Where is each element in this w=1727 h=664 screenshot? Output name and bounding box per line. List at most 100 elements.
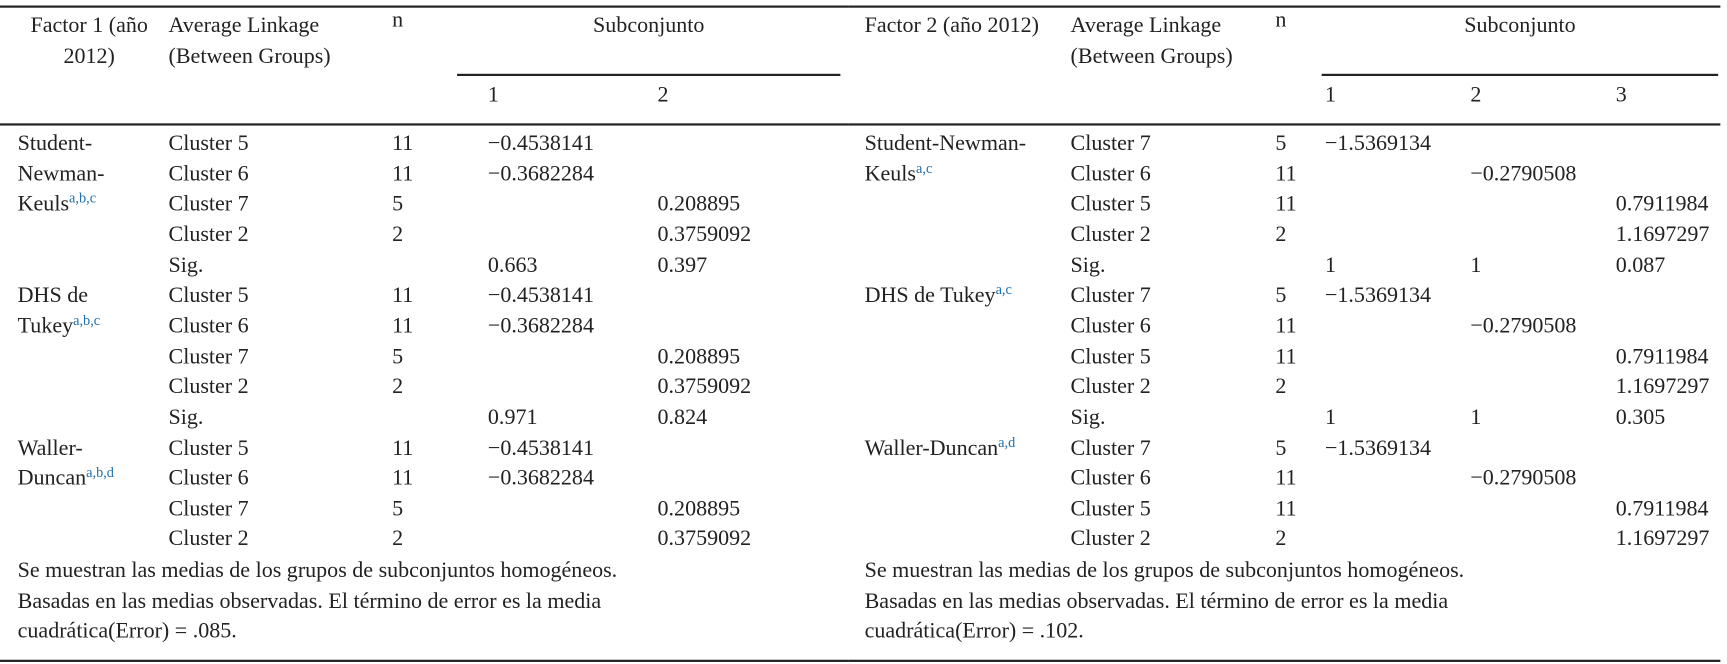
value-cell: 0.3759092	[657, 222, 752, 247]
subset-rule	[1321, 73, 1719, 76]
value-cell: 1.1697297	[1615, 374, 1710, 399]
n-cell: 5	[392, 496, 404, 521]
row-label: Cluster 2	[168, 222, 249, 247]
value-cell: −1.5369134	[1324, 435, 1432, 460]
value-cell: 0.7911984	[1615, 344, 1709, 369]
row-label: Cluster 7	[168, 191, 249, 217]
method-name: Student-Newman-Keuls	[864, 131, 1027, 186]
notes: Se muestran las medias de los grupos de …	[18, 556, 692, 647]
method-footnote: a,c	[995, 281, 1012, 298]
method-cell: Student-Newman-Keulsa,b,c	[18, 129, 161, 220]
subset-column-label: 3	[1615, 82, 1627, 107]
notes: Se muestran las medias de los grupos de …	[865, 556, 1539, 647]
n-cell: 11	[392, 435, 414, 460]
method-footnote: a,b,c	[69, 189, 97, 207]
row-label: Cluster 6	[168, 161, 249, 186]
n-cell: 2	[1275, 526, 1287, 552]
row-label: Cluster 7	[168, 344, 249, 369]
n-cell: 11	[392, 283, 414, 308]
n-cell: 2	[1275, 374, 1287, 399]
header-n: n	[1275, 7, 1287, 32]
header-linkage: Average Linkage (Between Groups)	[1070, 13, 1233, 68]
header-factor: Factor 2 (año 2012)	[864, 13, 1039, 38]
n-cell: 2	[392, 526, 404, 552]
method-name: Waller-Duncan	[864, 435, 999, 460]
value-cell: −0.3682284	[487, 466, 594, 491]
n-cell: 2	[392, 222, 404, 247]
n-cell: 2	[1275, 222, 1287, 247]
row-label: Sig.	[1070, 252, 1106, 278]
header-subset: Subconjunto	[593, 13, 705, 38]
subset-column-label: 2	[1470, 82, 1482, 107]
value-cell: −0.3682284	[487, 161, 594, 186]
header-subset: Subconjunto	[1464, 13, 1576, 38]
row-label: Cluster 7	[1070, 283, 1151, 308]
method-footnote: a,c	[916, 159, 933, 176]
value-cell: 0.3759092	[657, 526, 752, 552]
method-name: Student-Newman-Keuls	[17, 131, 105, 217]
value-cell: 0.208895	[657, 344, 741, 369]
value-cell: −0.4538141	[487, 283, 594, 308]
method-footnote: a,b,d	[86, 463, 114, 481]
n-cell: 5	[1275, 283, 1287, 308]
value-cell: −0.3682284	[487, 313, 594, 339]
value-cell: 0.208895	[657, 496, 741, 521]
n-cell: 11	[1275, 161, 1297, 186]
value-cell: 0.397	[657, 252, 708, 278]
row-label: Cluster 2	[168, 374, 249, 399]
row-label: Cluster 2	[168, 526, 249, 552]
value-cell: 0.824	[657, 405, 708, 430]
value-cell: 1	[1324, 252, 1336, 278]
row-label: Cluster 5	[168, 283, 249, 308]
subset-column-label: 2	[657, 82, 669, 107]
row-label: Cluster 6	[1070, 313, 1151, 339]
method-cell: DHS de Tukeya,c	[865, 281, 1069, 311]
row-label: Sig.	[168, 252, 204, 278]
n-cell: 11	[392, 161, 414, 186]
value-cell: −0.2790508	[1470, 313, 1577, 339]
n-cell: 11	[1275, 191, 1297, 217]
n-cell: 11	[392, 131, 414, 156]
row-label: Sig.	[1070, 405, 1106, 430]
row-label: Cluster 2	[1070, 374, 1151, 399]
method-footnote: a,d	[998, 433, 1016, 450]
value-cell: 0.7911984	[1615, 496, 1709, 521]
note: Se muestran las medias de los grupos de …	[17, 558, 618, 583]
note: Basadas en las medias observadas. El tér…	[17, 588, 602, 644]
n-cell: 11	[1275, 496, 1297, 521]
value-cell: 0.208895	[657, 191, 741, 217]
row-label: Cluster 7	[1070, 131, 1151, 156]
rule	[0, 5, 849, 8]
n-cell: 11	[1275, 313, 1297, 339]
row-label: Cluster 2	[1070, 526, 1151, 552]
value-cell: −1.5369134	[1324, 283, 1432, 308]
value-cell: −0.2790508	[1470, 466, 1577, 491]
n-cell: 11	[392, 466, 414, 491]
row-label: Cluster 2	[1070, 222, 1151, 247]
value-cell: 1.1697297	[1615, 222, 1710, 247]
n-cell: 11	[392, 313, 414, 339]
value-cell: 1	[1470, 252, 1482, 278]
n-cell: 5	[392, 344, 404, 369]
row-label: Cluster 6	[168, 313, 249, 339]
method-cell: DHS de Tukeya,b,c	[18, 281, 161, 342]
row-label: Cluster 7	[168, 496, 249, 521]
method-name: DHS de Tukey	[17, 283, 88, 338]
rule	[848, 659, 1721, 662]
n-cell: 11	[1275, 466, 1297, 491]
value-cell: 0.663	[487, 252, 538, 278]
row-label: Cluster 5	[1070, 344, 1151, 369]
row-label: Cluster 5	[168, 131, 249, 156]
row-label: Cluster 5	[1070, 496, 1151, 521]
row-label: Cluster 5	[1070, 191, 1151, 217]
rule	[0, 123, 849, 126]
subset-rule	[457, 73, 841, 76]
row-label: Cluster 6	[1070, 466, 1151, 491]
rule	[848, 5, 1721, 8]
n-cell: 2	[392, 374, 404, 399]
method-name: DHS de Tukey	[864, 283, 996, 308]
row-label: Cluster 6	[1070, 161, 1151, 186]
value-cell: −0.2790508	[1470, 161, 1577, 186]
n-cell: 5	[1275, 435, 1287, 460]
note: Basadas en las medias observadas. El tér…	[864, 588, 1449, 644]
